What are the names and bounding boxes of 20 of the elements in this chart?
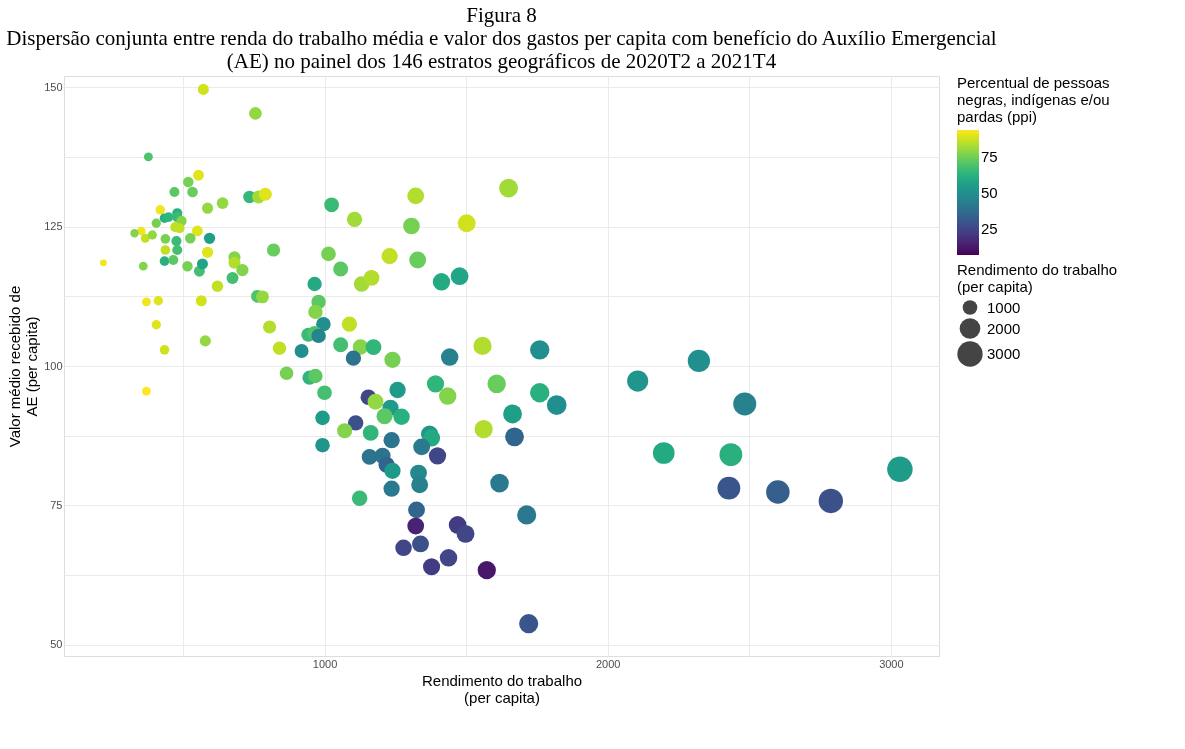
- y-tick-label: 150: [44, 80, 63, 93]
- x-axis-title: Rendimento do trabalho (per capita): [421, 671, 583, 706]
- x-tick-label: 3000: [879, 657, 904, 670]
- legend-label: 2000: [987, 319, 1021, 337]
- color-bar-title: Percentual de pessoas negras, indígenas e/ou pardas (ppi): [957, 74, 1110, 125]
- x-tick-label: 1000: [312, 657, 338, 670]
- legend-title: Rendimento do trabalho (per capita): [957, 261, 1118, 295]
- legend-label: 1000: [987, 298, 1021, 316]
- y-tick-label: 75: [50, 498, 63, 511]
- y-tick-label: 50: [50, 638, 63, 651]
- color-bar-label: 50: [981, 184, 998, 202]
- color-bar-label: 25: [981, 220, 998, 238]
- color-bar-label: 75: [981, 148, 998, 166]
- y-tick-label: 125: [44, 220, 63, 233]
- chart-title: Figura 8: [466, 3, 537, 27]
- legend-label: 3000: [987, 345, 1021, 362]
- x-tick-label: 2000: [595, 657, 621, 670]
- y-axis-title: Valor médio recebido de AE (per capita): [6, 285, 41, 448]
- y-tick-label: 100: [44, 359, 63, 372]
- chart-subtitle: Dispersão conjunta entre renda do trabalho média e valor dos gastos per capita com benefício do Auxílio Emergencial (AE) no painel dos 146 estratos geográficos de 2020T2 a 2021T4: [6, 26, 997, 73]
